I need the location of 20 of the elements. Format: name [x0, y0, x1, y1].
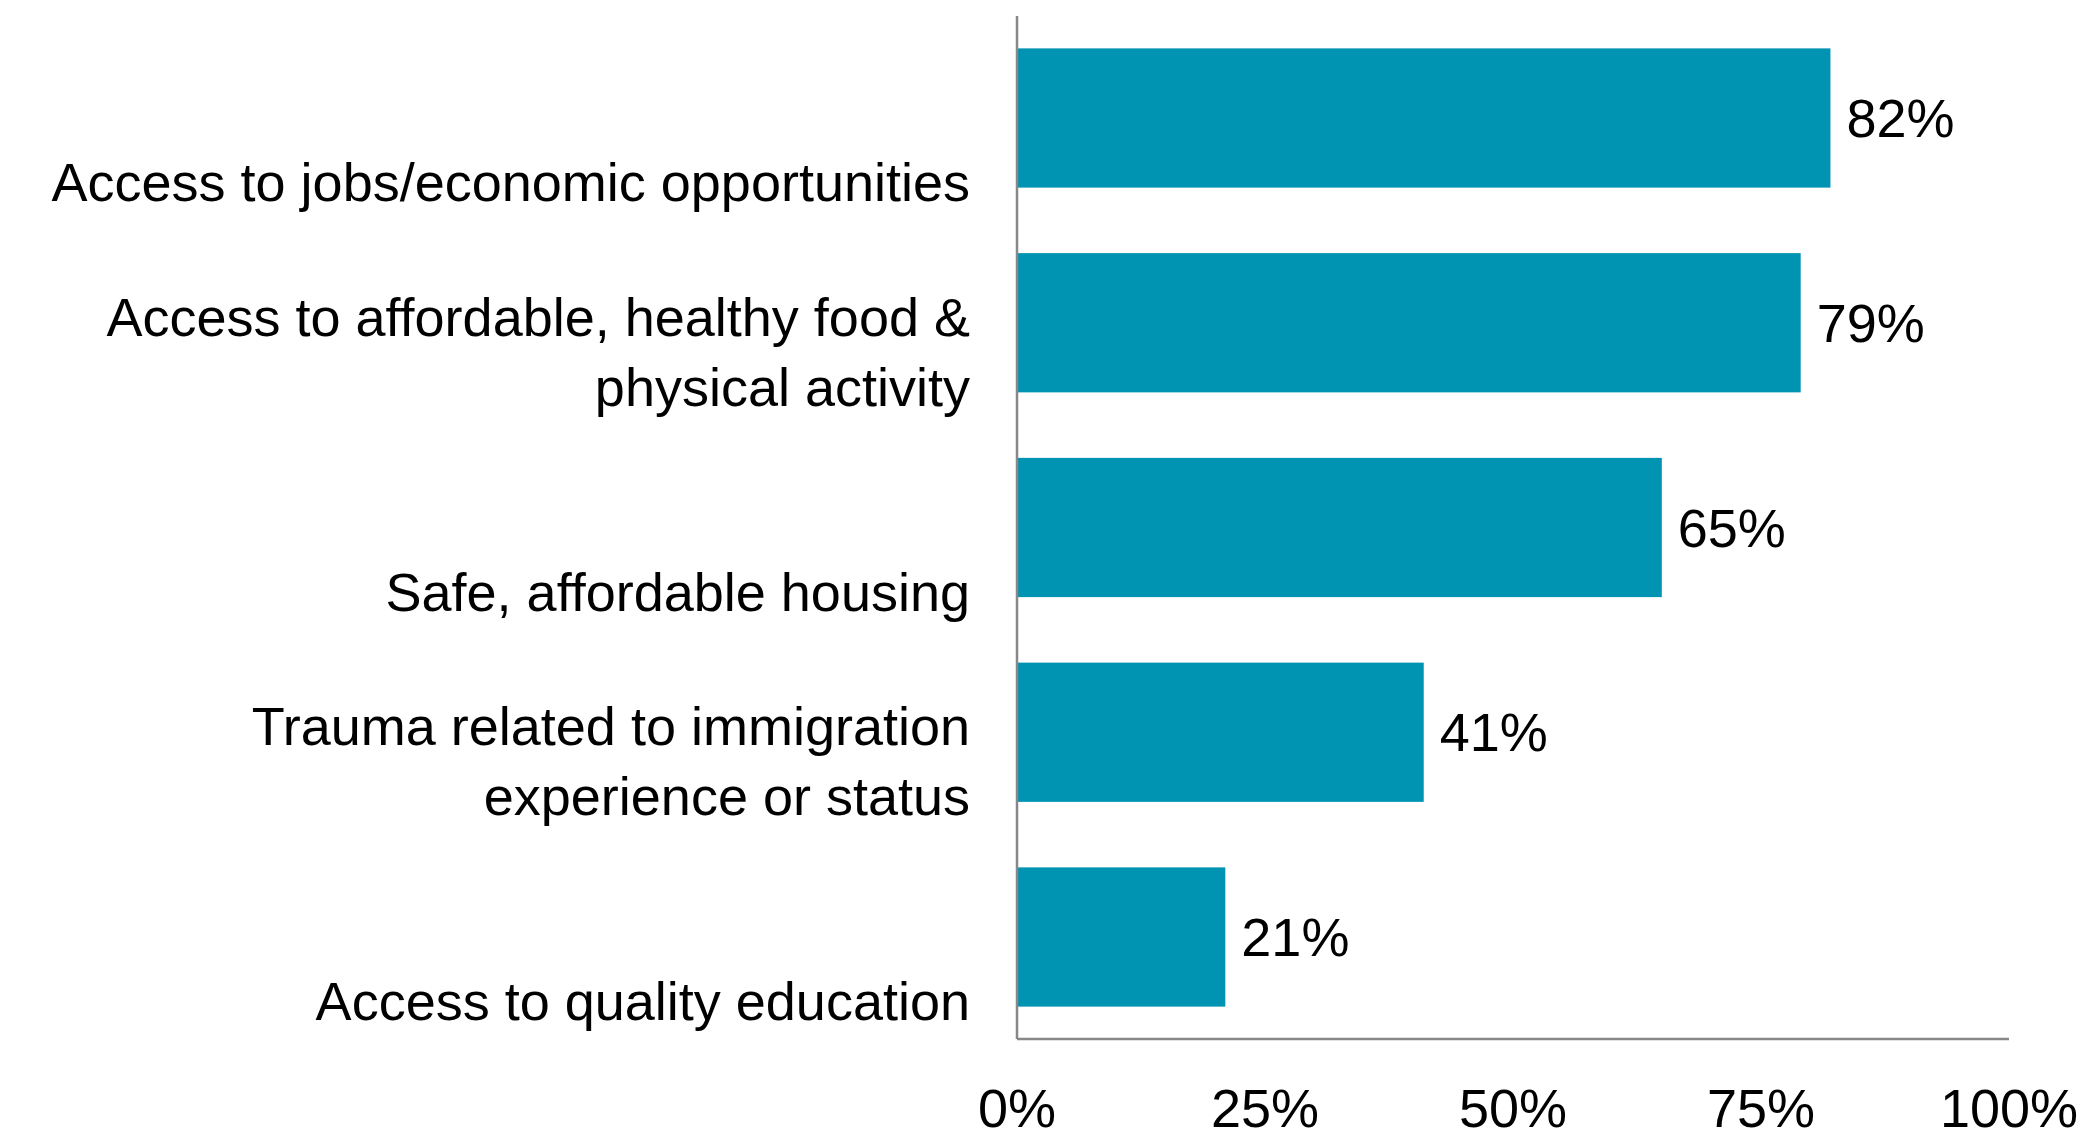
y-tick-label: Access to affordable, healthy food & physical activity [106, 286, 970, 417]
y-tick-label: Safe, affordable housing [385, 561, 970, 622]
y-tick-label: Access to quality education [315, 971, 970, 1031]
data-label: 79% [1816, 292, 1925, 353]
bar [1017, 662, 1424, 802]
data-label: 65% [1677, 497, 1786, 558]
y-tick-label: Access to jobs/economic opportunities [51, 152, 970, 212]
data-label: 82% [1846, 88, 1955, 148]
x-tick-label: 75% [1706, 1078, 1816, 1136]
data-label: 41% [1439, 702, 1548, 763]
bar [1017, 457, 1662, 598]
data-label: 21% [1241, 907, 1350, 967]
bar [1017, 48, 1831, 188]
x-tick-label: 100% [1939, 1078, 2079, 1136]
x-tick-label: 0% [977, 1078, 1057, 1136]
bar [1017, 253, 1801, 393]
y-tick-label: Trauma related to immigration experience or status [251, 696, 970, 827]
bar [1017, 867, 1226, 1007]
x-tick-label: 25% [1210, 1078, 1320, 1136]
x-tick-label: 50% [1458, 1078, 1568, 1136]
